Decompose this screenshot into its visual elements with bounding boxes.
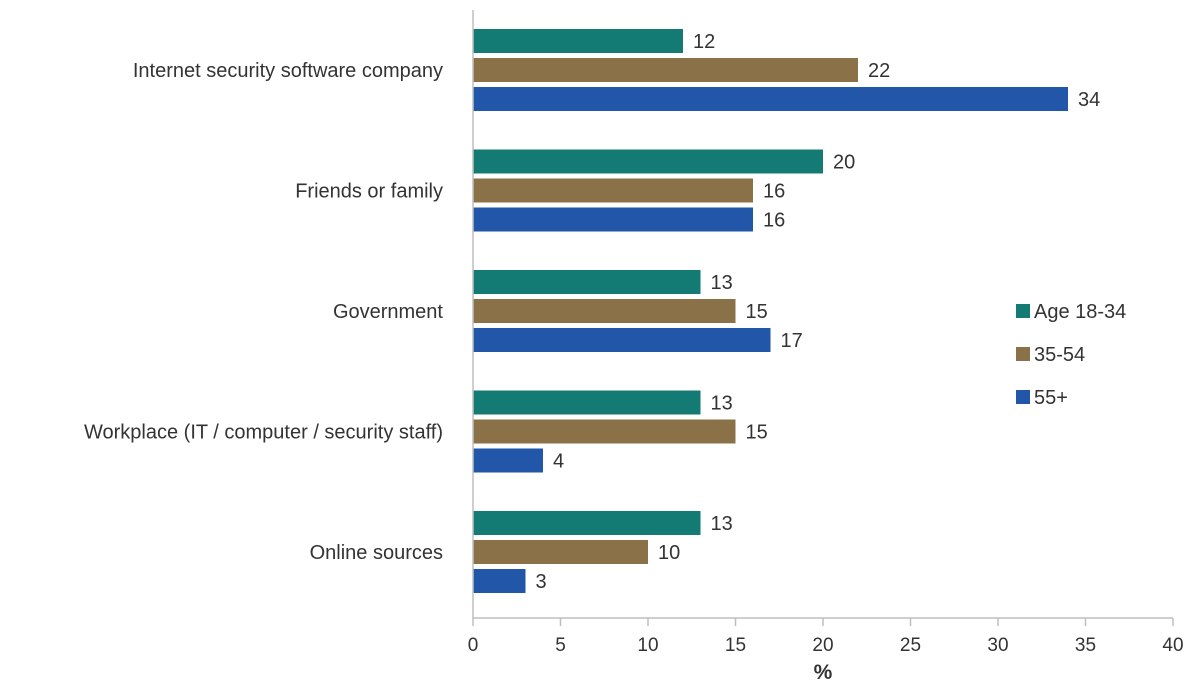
- category-label: Friends or family: [295, 181, 443, 203]
- bar: [473, 29, 683, 53]
- bar: [473, 419, 736, 444]
- x-tick-label: 30: [987, 635, 1008, 656]
- x-axis-title: %: [814, 661, 833, 684]
- bar: [473, 178, 753, 203]
- bar: [473, 87, 1068, 111]
- x-tick-label: 10: [637, 635, 658, 656]
- x-tick-label: 0: [468, 635, 479, 656]
- legend-entry: 55+: [1034, 387, 1068, 409]
- legend-entry: 35-54: [1034, 344, 1085, 366]
- legend: Age 18-34 35-54 55+: [1016, 301, 1126, 409]
- bar: [473, 328, 771, 352]
- data-label: 4: [553, 451, 564, 473]
- category-label: Internet security software company: [133, 60, 443, 82]
- data-label: 15: [746, 301, 768, 323]
- data-label: 13: [711, 393, 733, 415]
- x-tick-label: 40: [1162, 635, 1183, 656]
- data-label: 10: [658, 542, 680, 564]
- bar: [473, 569, 526, 593]
- x-tick-label: 15: [725, 635, 746, 656]
- x-tick-label: 5: [555, 635, 566, 656]
- bar: [473, 207, 753, 232]
- category-label: Workplace (IT / computer / security staf…: [84, 422, 443, 444]
- data-label: 16: [763, 181, 785, 203]
- x-tick-label: 20: [812, 635, 833, 656]
- bar: [473, 270, 701, 294]
- category-label: Online sources: [310, 542, 443, 564]
- data-label: 13: [711, 272, 733, 294]
- bar: [473, 58, 858, 82]
- data-label: 20: [833, 152, 855, 174]
- data-label: 13: [711, 513, 733, 535]
- bar: [473, 540, 648, 564]
- category-labels-group: Internet security software company Friend…: [84, 60, 443, 564]
- bar: [473, 448, 543, 473]
- legend-entry: Age 18-34: [1034, 301, 1126, 323]
- legend-swatch: [1016, 304, 1030, 318]
- data-label: 17: [781, 330, 803, 352]
- data-label: 15: [746, 422, 768, 444]
- data-label: 16: [763, 210, 785, 232]
- x-ticks-group: 0 5 10 15 20 25 30 35 40: [468, 618, 1184, 656]
- legend-swatch: [1016, 390, 1030, 404]
- data-label: 3: [536, 571, 547, 593]
- bar: [473, 390, 701, 415]
- bar: [473, 299, 736, 323]
- data-label: 22: [868, 60, 890, 82]
- x-tick-label: 35: [1075, 635, 1096, 656]
- data-label: 12: [693, 31, 715, 53]
- bar: [473, 511, 701, 535]
- category-label: Government: [333, 301, 443, 323]
- legend-swatch: [1016, 347, 1030, 361]
- x-tick-label: 25: [900, 635, 921, 656]
- data-label: 34: [1078, 89, 1100, 111]
- bars-group: [473, 29, 1068, 593]
- value-labels-group: 12 22 34 20 16 16 13 15 17 13 15 4 13 10 3: [536, 31, 1101, 593]
- bar: [473, 149, 823, 174]
